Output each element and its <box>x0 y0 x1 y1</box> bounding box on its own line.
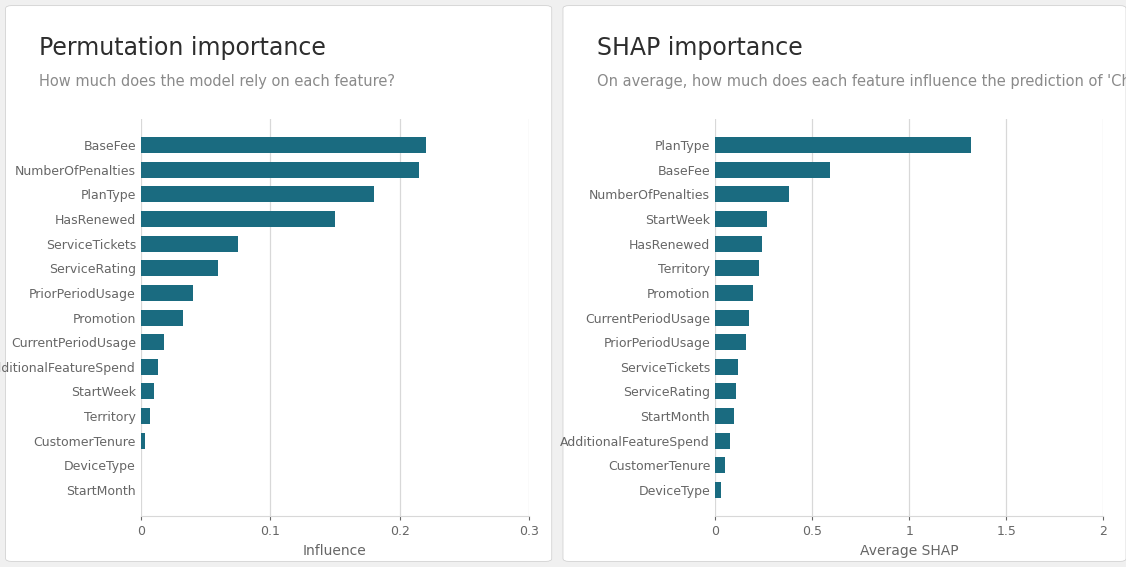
Bar <box>141 187 374 202</box>
Bar <box>715 458 725 473</box>
Bar <box>715 433 730 448</box>
Bar <box>141 383 153 399</box>
Bar <box>141 408 150 424</box>
Bar <box>715 334 747 350</box>
Bar <box>715 285 753 301</box>
Bar <box>715 137 972 153</box>
Bar <box>141 359 158 375</box>
Bar <box>141 162 419 177</box>
Bar <box>141 137 426 153</box>
Bar <box>715 359 739 375</box>
X-axis label: Influence: Influence <box>303 544 367 557</box>
Bar <box>141 334 164 350</box>
X-axis label: Average SHAP: Average SHAP <box>860 544 958 557</box>
Bar <box>141 260 218 276</box>
Bar <box>715 260 759 276</box>
Bar <box>141 433 144 448</box>
Bar <box>715 162 830 177</box>
Bar <box>715 236 761 252</box>
Text: Permutation importance: Permutation importance <box>39 36 327 60</box>
Text: How much does the model rely on each feature?: How much does the model rely on each fea… <box>39 74 395 88</box>
Bar <box>141 310 184 325</box>
Text: On average, how much does each feature influence the prediction of 'Churned'?: On average, how much does each feature i… <box>597 74 1126 88</box>
Bar <box>715 211 768 227</box>
Bar <box>715 187 789 202</box>
Bar <box>141 211 336 227</box>
Bar <box>715 310 749 325</box>
Bar <box>715 383 736 399</box>
Bar <box>141 236 238 252</box>
Text: SHAP importance: SHAP importance <box>597 36 803 60</box>
Bar <box>715 408 734 424</box>
Bar <box>141 285 193 301</box>
Bar <box>715 482 721 498</box>
